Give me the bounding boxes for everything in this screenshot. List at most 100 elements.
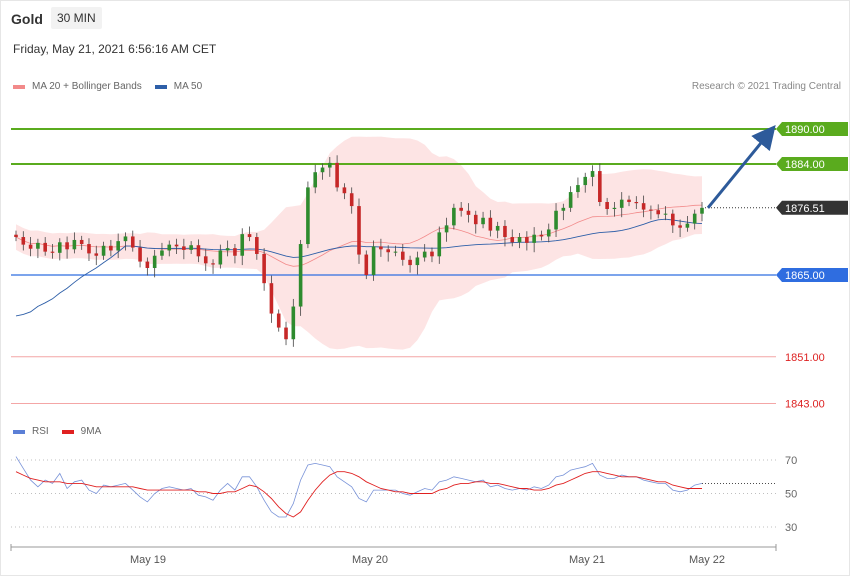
level-label-current: 1876.51: [785, 203, 825, 215]
candle-body: [605, 202, 609, 210]
ma20-swatch: [13, 84, 25, 89]
candle-body: [320, 167, 325, 173]
candle-body: [517, 237, 522, 243]
candle-body: [554, 210, 558, 230]
candle-body: [364, 254, 369, 275]
candle-body: [269, 283, 274, 314]
candle-body: [379, 246, 383, 250]
level-label-resistance: 1884.00: [785, 159, 825, 171]
candle-body: [233, 248, 237, 256]
candle-body: [444, 225, 449, 233]
candle-body: [57, 242, 62, 253]
candle-body: [546, 229, 551, 237]
candle-body: [298, 244, 303, 307]
candle-body: [262, 253, 266, 284]
candle-body: [649, 209, 653, 211]
candle-body: [79, 239, 84, 245]
candle-body: [576, 185, 580, 193]
candle-body: [94, 253, 99, 256]
candle-body: [459, 207, 463, 211]
candle-body: [342, 187, 347, 194]
candle-body: [138, 247, 142, 262]
rsi-tick-label: 50: [785, 489, 797, 501]
candle-body: [641, 203, 646, 210]
candle-body: [488, 217, 493, 231]
rsi-line: [15, 456, 703, 518]
candle-body: [335, 162, 339, 188]
candle-body: [225, 248, 230, 251]
candle-body: [189, 245, 193, 250]
forecast-arrow-layer: [706, 124, 776, 209]
candle-body: [116, 241, 120, 251]
rsi-legend-label: RSI: [32, 426, 49, 437]
candle-body: [130, 236, 135, 248]
candle-body: [276, 313, 281, 328]
candle-body: [583, 176, 588, 186]
candle-body: [328, 162, 332, 168]
candle-body: [349, 193, 354, 207]
price-legend: MA 20 + Bollinger Bands MA 50: [13, 81, 202, 92]
candle-body: [503, 225, 507, 238]
candle-body: [466, 210, 471, 215]
forecast-arrow: [706, 124, 776, 209]
candle-body: [21, 237, 26, 245]
candle-body: [306, 187, 310, 245]
price-tag-support: [776, 268, 848, 282]
level-label-support: 1865.00: [785, 270, 825, 282]
x-tick-label: May 19: [130, 554, 166, 566]
instrument-title: Gold: [11, 11, 43, 27]
ma20-legend-label: MA 20 + Bollinger Bands: [32, 81, 142, 92]
candle-body: [211, 263, 215, 265]
candle-body: [386, 249, 390, 253]
candle-body: [634, 202, 639, 204]
candle-body: [619, 199, 624, 208]
candle-body: [678, 225, 682, 228]
candle-body: [400, 251, 405, 260]
candle-body: [663, 213, 668, 215]
candle-body: [510, 237, 515, 243]
candle-body: [182, 246, 186, 250]
candle-body: [590, 171, 595, 177]
candle-body: [422, 251, 427, 258]
candle-body: [174, 244, 179, 247]
candle-body: [152, 255, 157, 268]
candle-body: [598, 171, 602, 202]
candle-body: [371, 246, 376, 275]
candle-body: [692, 213, 697, 224]
x-axis: May 19 May 20 May 21 May 22: [10, 544, 777, 566]
candle-body: [539, 234, 544, 237]
candle-body: [291, 306, 296, 340]
chart-header: Gold 30 MIN: [0, 0, 850, 36]
candle-body: [101, 245, 106, 256]
candle-body: [561, 207, 566, 211]
candle-body: [473, 214, 478, 225]
candle-body: [87, 244, 91, 254]
rsi-tick-label: 70: [785, 455, 797, 467]
candle-body: [525, 237, 529, 243]
ma9-swatch: [61, 429, 74, 434]
candle-body: [65, 242, 69, 250]
candle-body: [430, 251, 434, 257]
candle-body: [240, 234, 245, 256]
level-label-resistance: 1890.00: [785, 124, 825, 136]
candle-body: [481, 217, 485, 225]
level-label-target: 1843.00: [785, 398, 825, 410]
candle-body: [437, 232, 442, 257]
price-tag-resistance: [776, 122, 848, 136]
candle-body: [415, 257, 420, 266]
candle-body: [313, 172, 318, 188]
candle-body: [14, 234, 18, 238]
level-lines-layer: 1890.00 1884.00 1876.51 1865.00 1851.00 1843.…: [11, 122, 848, 410]
rsi-ma9-line: [15, 471, 702, 518]
rsi-panel: 70 50 30: [11, 455, 797, 534]
candle-body: [196, 245, 201, 257]
timeframe-selector[interactable]: 30 MIN: [51, 7, 102, 29]
ma50-swatch: [154, 84, 167, 89]
x-tick-label: May 21: [569, 554, 605, 566]
x-tick-label: May 22: [689, 554, 725, 566]
candle-body: [357, 206, 361, 255]
candle-body: [284, 327, 288, 340]
candle-body: [43, 242, 47, 252]
candle-body: [160, 250, 164, 256]
